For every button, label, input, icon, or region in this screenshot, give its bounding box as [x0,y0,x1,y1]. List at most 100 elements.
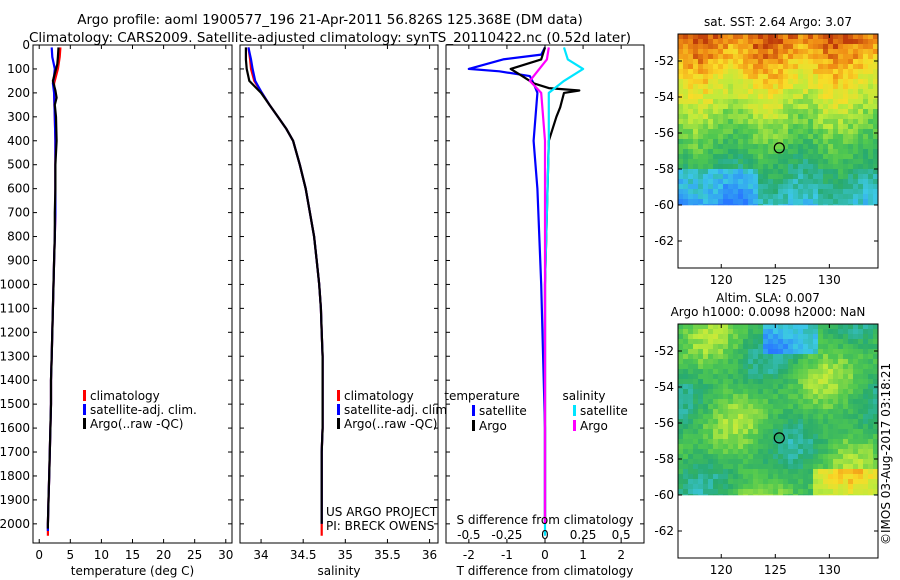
map-cell [718,74,724,80]
map-cell [713,334,719,340]
map-cell [853,429,859,435]
map-cell [813,359,819,365]
map-cell [858,449,864,455]
sla-map-title: Altim. SLA: 0.007 [716,291,820,305]
map-cell [753,454,759,460]
map-cell [783,174,789,180]
map-cell [768,339,774,345]
map-cell [698,484,704,490]
map-cell [723,94,729,100]
map-cell [713,194,719,200]
map-cell [838,144,844,150]
map-cell [803,104,809,110]
map-cell [748,494,754,496]
map-cell [738,429,744,435]
map-cell [813,469,819,475]
map-cell [768,434,774,440]
map-cell [788,129,794,135]
map-cell [728,79,734,85]
map-cell [718,129,724,135]
map-cell [743,404,749,410]
map-cell [803,324,809,330]
map-cell [778,384,784,390]
map-cell [798,89,804,95]
map-cell [808,399,814,405]
map-cell [848,464,854,470]
map-cell [778,324,784,330]
map-cell [728,434,734,440]
map-cell [743,379,749,385]
map-cell [773,344,779,350]
map-cell [703,89,709,95]
series-line-sal_argo [528,47,550,524]
map-cell [683,144,689,150]
map-cell [823,454,829,460]
map-cell [793,124,799,130]
map-cell [733,179,739,185]
map-cell [833,394,839,400]
map-cell [723,184,729,190]
map-cell [753,494,759,496]
map-cell [863,179,869,185]
map-cell [743,149,749,155]
map-cell [838,49,844,55]
map-cell [763,64,769,70]
map-cell [868,94,874,100]
map-cell [768,454,774,460]
map-cell [808,409,814,415]
map-cell [783,374,789,380]
map-cell [778,34,784,40]
map-cell [743,354,749,360]
map-cell [803,69,809,75]
map-cell [858,389,864,395]
map-cell [873,349,879,355]
map-cell [778,189,784,195]
map-cell [743,119,749,125]
map-cell [688,129,694,135]
map-cell [748,119,754,125]
map-cell [868,164,874,170]
map-cell [693,204,699,206]
map-cell [793,174,799,180]
map-cell [683,489,689,495]
map-cell [793,434,799,440]
map-cell [763,89,769,95]
map-cell [858,344,864,350]
map-cell [808,459,814,465]
legend-swatch [472,405,475,416]
map-cell [753,149,759,155]
map-cell [718,379,724,385]
map-cell [818,389,824,395]
map-cell [843,94,849,100]
map-cell [688,84,694,90]
map-cell [773,139,779,145]
map-cell [688,389,694,395]
map-cell [703,99,709,105]
map-cell [843,449,849,455]
map-cell [818,74,824,80]
map-cell [803,84,809,90]
map-cell [783,154,789,160]
map-cell [843,344,849,350]
map-cell [768,424,774,430]
map-cell [838,174,844,180]
map-cell [693,339,699,345]
map-cell [713,89,719,95]
map-cell [683,104,689,110]
map-cell [763,469,769,475]
map-cell [708,479,714,485]
map-cell [728,44,734,50]
map-cell [678,134,684,140]
map-cell [753,334,759,340]
map-cell [723,194,729,200]
map-cell [788,449,794,455]
map-cell [693,104,699,110]
map-cell [703,459,709,465]
map-cell [798,429,804,435]
map-cell [853,434,859,440]
map-cell [848,54,854,60]
map-cell [803,434,809,440]
map-cell [788,54,794,60]
map-cell [808,119,814,125]
map-cell [828,394,834,400]
